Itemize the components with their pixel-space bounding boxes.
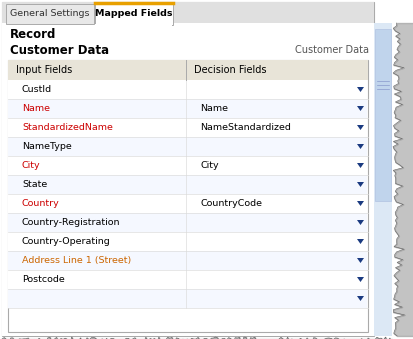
Text: Country-Registration: Country-Registration [22,218,120,227]
Bar [9,137,367,156]
Text: State: State [22,180,47,189]
Bar [95,24,172,26]
Bar [9,289,367,308]
Text: Mapped Fields: Mapped Fields [95,9,172,19]
Text: Postcode: Postcode [22,275,64,284]
Bar [374,29,390,201]
Bar [11,257,19,264]
Bar [11,219,19,226]
Polygon shape [356,296,363,301]
Text: City: City [22,161,40,170]
Text: Address Line 1 (Street): Address Line 1 (Street) [22,256,131,265]
Bar [11,123,19,132]
Bar [9,251,367,270]
Bar [9,80,367,99]
Bar [11,85,19,94]
Bar [373,23,391,336]
Bar [11,104,19,113]
Text: Country-Operating: Country-Operating [22,237,111,246]
Text: Input Fields: Input Fields [16,65,72,75]
Bar [2,2,373,24]
Polygon shape [356,144,363,149]
Polygon shape [356,258,363,263]
Bar [9,156,367,175]
Text: NameType: NameType [22,142,71,151]
Bar [9,270,367,289]
Bar [189,104,197,113]
Polygon shape [356,201,363,206]
Bar [9,175,367,194]
Bar [9,194,367,213]
Text: CustId: CustId [22,85,52,94]
Bar [189,123,197,132]
Bar [11,142,19,151]
Polygon shape [356,220,363,225]
Polygon shape [356,182,363,187]
Bar [11,276,19,283]
Text: Record: Record [10,28,56,41]
Bar [2,2,373,336]
Bar [9,213,367,232]
Text: Decision Fields: Decision Fields [194,65,266,75]
Polygon shape [356,239,363,244]
Bar [11,161,19,170]
Bar [9,118,367,137]
Text: StandardizedName: StandardizedName [22,123,113,132]
Bar [189,199,197,207]
Text: NameStandardized: NameStandardized [200,123,290,132]
Bar [6,4,94,24]
Bar [9,232,367,251]
Polygon shape [356,277,363,282]
Bar [11,238,19,245]
Text: Customer Data: Customer Data [10,43,109,57]
Polygon shape [356,125,363,130]
Text: Name: Name [200,104,228,113]
Text: Name: Name [22,104,50,113]
Text: Customer Data: Customer Data [294,45,368,55]
Bar [189,161,197,170]
Text: General Settings: General Settings [10,9,90,19]
Bar [95,3,173,25]
Bar [2,23,373,336]
Bar [8,60,367,80]
Polygon shape [356,87,363,92]
Bar [11,180,19,188]
Bar [11,199,19,207]
Bar [9,99,367,118]
Polygon shape [356,106,363,111]
Text: City: City [200,161,218,170]
Bar [8,60,367,332]
Text: CountryCode: CountryCode [200,199,261,208]
Polygon shape [356,163,363,168]
Text: Country: Country [22,199,59,208]
